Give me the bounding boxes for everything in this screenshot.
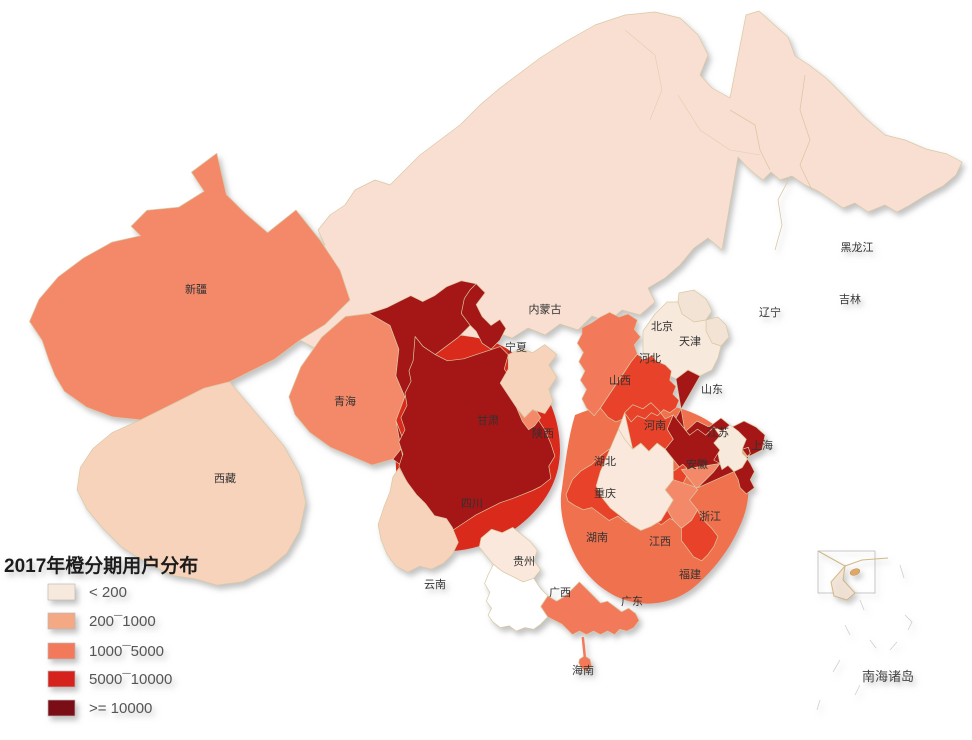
svg-text:甘肃: 甘肃 — [477, 414, 499, 427]
svg-text:5000¯10000: 5000¯10000 — [89, 671, 172, 688]
svg-text:南海诸岛: 南海诸岛 — [862, 669, 914, 684]
svg-text:广东: 广东 — [621, 595, 643, 608]
svg-text:青海: 青海 — [334, 394, 356, 408]
svg-text:天津: 天津 — [679, 335, 701, 348]
svg-text:浙江: 浙江 — [699, 510, 721, 523]
svg-text:2017年橙分期用户分布: 2017年橙分期用户分布 — [4, 554, 198, 577]
svg-text:内蒙古: 内蒙古 — [529, 302, 562, 316]
svg-text:重庆: 重庆 — [594, 486, 616, 500]
svg-text:贵州: 贵州 — [513, 555, 535, 568]
svg-text:山东: 山东 — [701, 383, 723, 396]
svg-text:辽宁: 辽宁 — [759, 305, 781, 319]
svg-text:西藏: 西藏 — [214, 472, 236, 485]
svg-text:吉林: 吉林 — [839, 292, 861, 306]
svg-text:广西: 广西 — [549, 586, 571, 599]
svg-text:云南: 云南 — [424, 578, 446, 591]
svg-text:黑龙江: 黑龙江 — [841, 241, 874, 254]
svg-text:河南: 河南 — [644, 419, 666, 432]
svg-text:1000¯5000: 1000¯5000 — [89, 643, 164, 660]
svg-text:江西: 江西 — [649, 535, 671, 548]
svg-text:上海: 上海 — [751, 438, 773, 452]
svg-text:安徽: 安徽 — [686, 457, 708, 471]
svg-text:陕西: 陕西 — [532, 426, 554, 440]
svg-text:>= 10000: >= 10000 — [89, 700, 152, 717]
svg-text:河北: 河北 — [639, 352, 661, 365]
svg-text:北京: 北京 — [651, 319, 673, 333]
svg-text:新疆: 新疆 — [185, 282, 207, 296]
svg-text:四川: 四川 — [461, 498, 483, 510]
svg-text:江苏: 江苏 — [707, 426, 729, 439]
svg-text:湖南: 湖南 — [586, 531, 608, 544]
svg-text:200¯1000: 200¯1000 — [89, 613, 156, 630]
svg-text:湖北: 湖北 — [594, 455, 616, 468]
svg-text:山西: 山西 — [609, 374, 631, 387]
svg-text:宁夏: 宁夏 — [505, 340, 527, 354]
svg-text:< 200: < 200 — [89, 584, 127, 601]
svg-text:海南: 海南 — [572, 663, 594, 677]
svg-text:福建: 福建 — [679, 567, 701, 581]
